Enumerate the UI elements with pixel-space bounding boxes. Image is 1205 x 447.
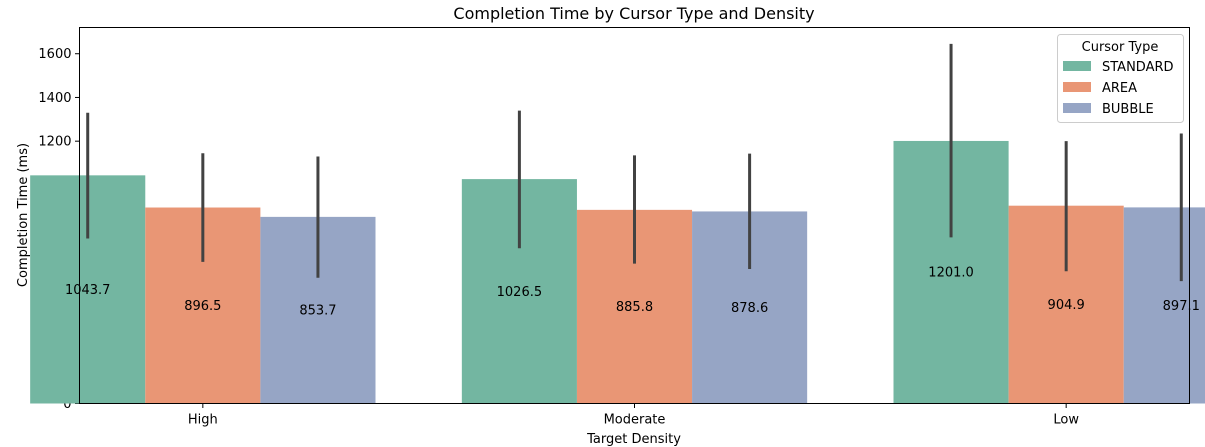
legend-label-standard: STANDARD: [1102, 60, 1174, 75]
x-tick-label: Moderate: [604, 413, 666, 428]
legend-swatch-standard: [1063, 61, 1091, 71]
data-label: 896.5: [184, 299, 221, 314]
y-tick-label: 1600: [38, 47, 71, 62]
x-axis-label: Target Density: [586, 432, 681, 447]
bar-bubble-low: [1123, 207, 1205, 404]
legend-swatch-area: [1063, 82, 1091, 92]
plot-frame: [79, 27, 1190, 404]
legend-title: Cursor Type: [1082, 40, 1159, 55]
data-label: 878.6: [731, 301, 768, 316]
y-axis-label: Completion Time (ms): [16, 143, 31, 287]
data-label: 1026.5: [497, 285, 543, 300]
data-label: 853.7: [299, 304, 336, 319]
data-label: 885.8: [616, 300, 653, 315]
y-tick-label: 1200: [38, 135, 71, 150]
chart-title: Completion Time by Cursor Type and Densi…: [453, 4, 814, 23]
legend-label-bubble: BUBBLE: [1102, 102, 1154, 117]
data-label: 897.1: [1163, 299, 1200, 314]
y-tick-label: 0: [63, 397, 71, 412]
data-label: 1201.0: [928, 266, 974, 281]
data-label: 1043.7: [65, 283, 111, 298]
y-tick-label: 1400: [38, 91, 71, 106]
legend: Cursor Type STANDARD AREA BUBBLE: [1057, 34, 1184, 123]
legend-frame: [1057, 34, 1184, 123]
legend-swatch-bubble: [1063, 103, 1091, 113]
data-label: 904.9: [1048, 298, 1085, 313]
x-tick-label: Low: [1053, 413, 1079, 428]
plot-area: 02004006008001000120014001600HighModerat…: [30, 43, 1205, 428]
legend-label-area: AREA: [1102, 81, 1137, 96]
x-tick-label: High: [188, 413, 218, 428]
